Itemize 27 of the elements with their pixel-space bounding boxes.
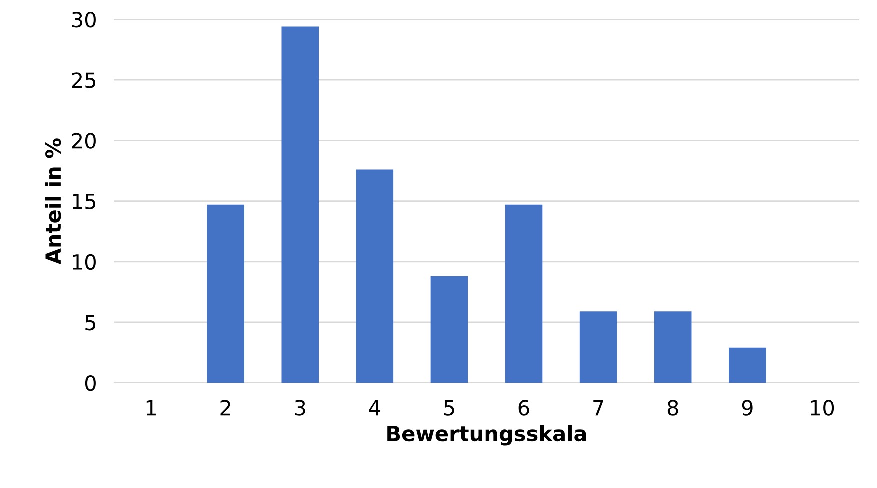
y-tick-label: 20 — [72, 133, 96, 149]
x-tick-label: 9 — [742, 400, 753, 416]
bar — [729, 348, 766, 384]
x-tick-label: 1 — [146, 400, 156, 416]
x-tick-label: 4 — [369, 400, 380, 416]
y-tick-label: 15 — [73, 194, 96, 210]
bar — [654, 312, 692, 384]
y-axis-title: Anteil in % — [45, 138, 62, 265]
x-tick-label: 7 — [594, 400, 604, 416]
bar — [356, 170, 394, 384]
x-tick-label: 5 — [444, 400, 454, 416]
y-tick-label: 10 — [73, 254, 96, 270]
x-tick-label: 10 — [811, 400, 834, 416]
x-tick-label: 3 — [295, 400, 306, 416]
y-tick-label: 25 — [72, 72, 96, 88]
y-tick-label: 0 — [85, 376, 96, 392]
x-tick-label: 2 — [220, 400, 230, 416]
x-tick-label: 8 — [668, 400, 678, 416]
bar — [207, 204, 244, 384]
bar — [282, 26, 320, 384]
x-tick-label: 6 — [518, 400, 530, 416]
bar — [430, 276, 468, 384]
bar — [580, 312, 618, 384]
x-axis-title: Bewertungsskala — [388, 425, 586, 446]
y-tick-label: 5 — [86, 315, 96, 331]
bar — [505, 204, 543, 384]
y-tick-label: 30 — [72, 12, 96, 28]
